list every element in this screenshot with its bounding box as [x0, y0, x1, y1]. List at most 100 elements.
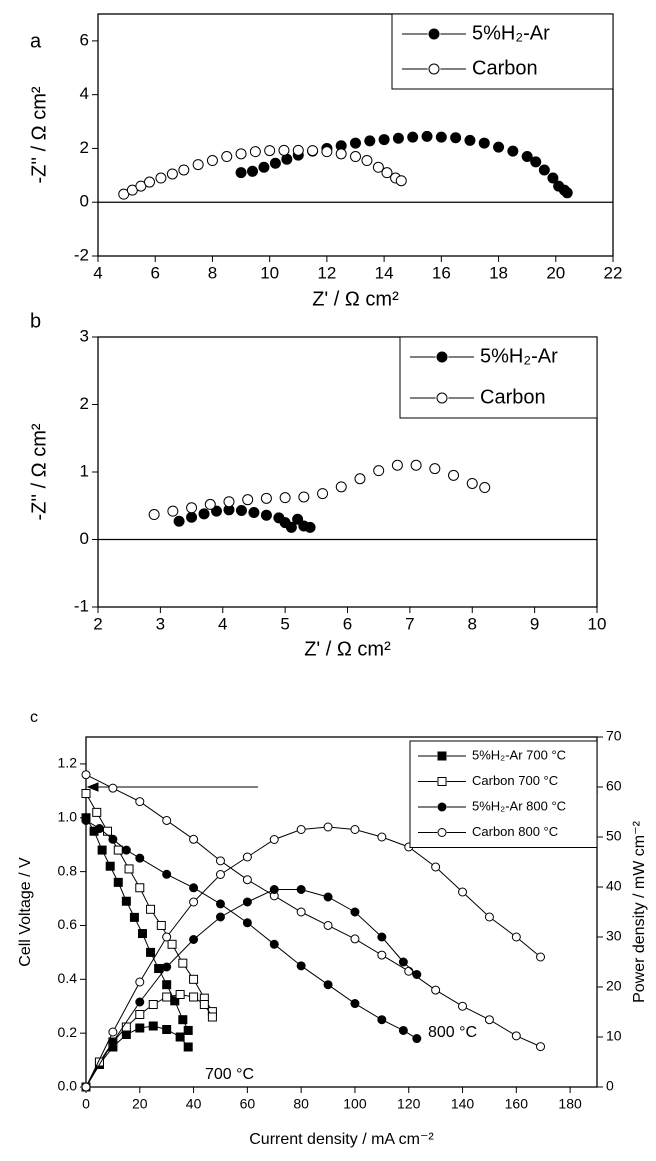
- y-axis-title: Cell Voltage / V: [17, 857, 34, 967]
- x-tick-label: 12: [317, 263, 336, 282]
- marker: [189, 974, 199, 984]
- marker: [458, 887, 468, 897]
- x-tick-label: 3: [156, 614, 165, 633]
- x-tick-label: 4: [93, 263, 102, 282]
- marker: [146, 947, 156, 957]
- y2-tick-label: 0: [606, 1078, 614, 1094]
- marker: [450, 132, 462, 144]
- marker: [108, 1037, 118, 1047]
- y-tick-label: 0: [80, 192, 89, 211]
- legend-label: 5%H₂-Ar: [480, 345, 558, 367]
- marker: [121, 896, 131, 906]
- legend-box: [391, 13, 614, 90]
- marker: [108, 1027, 118, 1037]
- x-axis-title: Current density / mA cm⁻²: [249, 1131, 434, 1148]
- marker: [173, 515, 185, 527]
- x-tick-label: 2: [93, 614, 102, 633]
- marker: [146, 904, 156, 914]
- y-tick-label: 6: [80, 30, 89, 49]
- marker: [511, 932, 521, 942]
- marker: [298, 491, 310, 503]
- marker: [323, 822, 333, 832]
- marker: [189, 834, 199, 844]
- x-tick-label: 60: [240, 1096, 256, 1112]
- marker: [175, 1032, 185, 1042]
- marker: [269, 939, 279, 949]
- marker: [215, 870, 225, 879]
- marker: [135, 977, 145, 987]
- marker: [167, 939, 177, 949]
- marker: [404, 966, 414, 976]
- marker: [166, 168, 178, 180]
- series-line: [85, 826, 541, 1088]
- series-line: [85, 820, 418, 1039]
- legend-label: Carbon: [480, 386, 546, 408]
- marker: [377, 832, 387, 842]
- marker: [307, 145, 319, 157]
- marker: [215, 856, 225, 866]
- legend-box: [399, 336, 598, 419]
- marker: [211, 505, 223, 517]
- marker: [350, 934, 360, 944]
- marker: [296, 885, 306, 894]
- marker: [260, 492, 272, 504]
- x-tick-label: 6: [150, 263, 159, 282]
- marker: [377, 950, 387, 960]
- panel: c0 20 40 60 80 100 120 140 160 1800.00.20.40.60.8…: [17, 709, 648, 1148]
- x-tick-label: 120: [397, 1096, 421, 1112]
- marker: [561, 187, 573, 199]
- arrow-left-head: [86, 782, 99, 792]
- marker: [350, 825, 360, 834]
- panel-label: c: [30, 709, 38, 726]
- marker: [323, 892, 333, 902]
- y-tick-label: 4: [80, 84, 89, 103]
- marker: [395, 175, 407, 187]
- marker: [429, 463, 441, 475]
- marker: [97, 845, 107, 855]
- marker: [264, 145, 276, 157]
- marker: [215, 899, 225, 909]
- x-tick-label: 9: [530, 614, 539, 633]
- marker: [135, 1010, 145, 1019]
- marker: [323, 920, 333, 930]
- y-tick-label: 1.0: [58, 808, 78, 824]
- x-axis-title: Z' / Ω cm²: [304, 638, 391, 660]
- marker: [81, 815, 91, 825]
- marker: [372, 161, 384, 173]
- x-tick-label: 10: [588, 614, 607, 633]
- marker: [105, 861, 115, 871]
- x-tick-label: 180: [558, 1096, 582, 1112]
- marker: [183, 1025, 193, 1035]
- marker: [162, 815, 172, 825]
- marker: [350, 151, 361, 163]
- x-tick-label: 4: [218, 614, 227, 633]
- x-axis-title: Z' / Ω cm²: [312, 288, 399, 310]
- marker: [392, 132, 404, 144]
- y-tick-label: 0.4: [58, 970, 78, 986]
- marker: [493, 141, 505, 153]
- y2-tick-label: 60: [606, 778, 622, 794]
- marker: [381, 167, 393, 179]
- marker: [221, 151, 233, 163]
- y-tick-label: 1: [80, 461, 89, 480]
- marker: [292, 144, 304, 156]
- marker: [242, 852, 252, 862]
- marker: [189, 935, 199, 944]
- marker: [215, 912, 225, 922]
- y-tick-label: 0.2: [58, 1024, 78, 1040]
- marker: [94, 1057, 104, 1067]
- marker: [377, 1015, 387, 1025]
- marker: [260, 509, 272, 521]
- marker: [292, 513, 304, 525]
- marker: [398, 957, 408, 967]
- marker: [530, 156, 542, 168]
- marker: [547, 172, 559, 184]
- marker: [167, 505, 179, 517]
- legend-label: Carbon 800 °C: [472, 824, 558, 839]
- marker: [428, 28, 440, 40]
- legend: 5%H₂-Ar Carbon: [399, 336, 598, 419]
- marker: [421, 130, 433, 142]
- marker: [304, 521, 316, 533]
- x-tick-label: 6: [343, 614, 352, 633]
- y-tick-label: 2: [80, 138, 89, 157]
